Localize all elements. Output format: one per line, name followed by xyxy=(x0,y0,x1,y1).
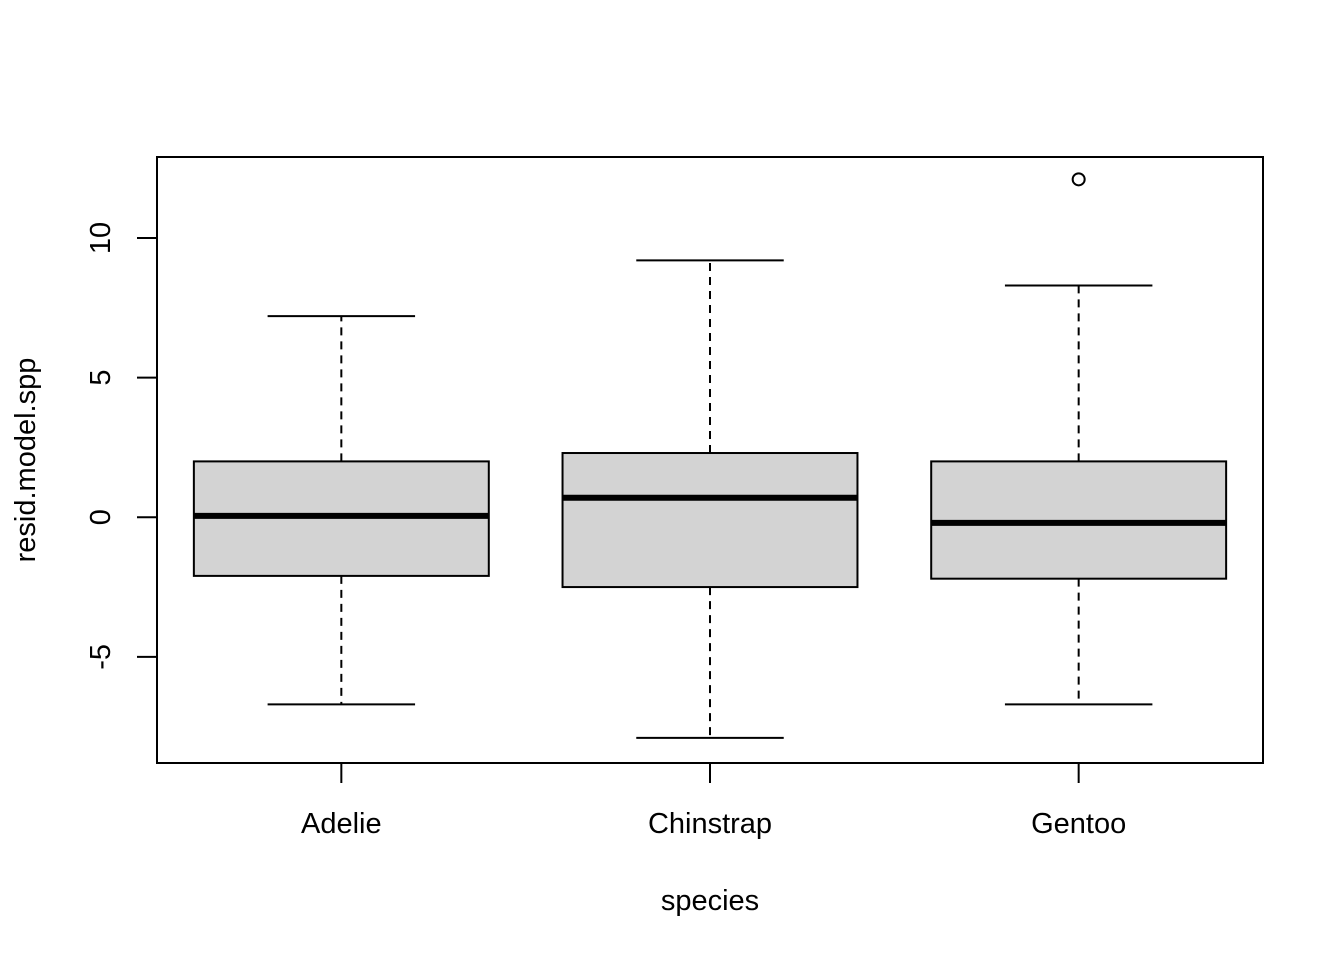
y-tick-label: 10 xyxy=(85,222,117,254)
box-group-gentoo xyxy=(930,172,1228,706)
y-tick-label: 5 xyxy=(85,370,117,386)
x-tick-label-chinstrap: Chinstrap xyxy=(648,808,772,840)
x-tick-label-adelie: Adelie xyxy=(301,808,382,840)
y-axis: -5 0 5 10 xyxy=(85,222,158,670)
outlier-point xyxy=(1071,172,1086,187)
box-group-chinstrap xyxy=(561,259,859,739)
box-group-adelie xyxy=(192,315,490,706)
x-tick-label-gentoo: Gentoo xyxy=(1031,808,1126,840)
x-axis: Adelie Chinstrap Gentoo xyxy=(301,763,1126,840)
boxes-layer xyxy=(192,172,1228,739)
y-tick-label: -5 xyxy=(85,644,117,670)
y-tick-label: 0 xyxy=(85,509,117,525)
x-axis-title: species xyxy=(661,885,759,917)
box-iqr xyxy=(561,452,859,589)
y-axis-title: resid.model.spp xyxy=(10,358,42,563)
